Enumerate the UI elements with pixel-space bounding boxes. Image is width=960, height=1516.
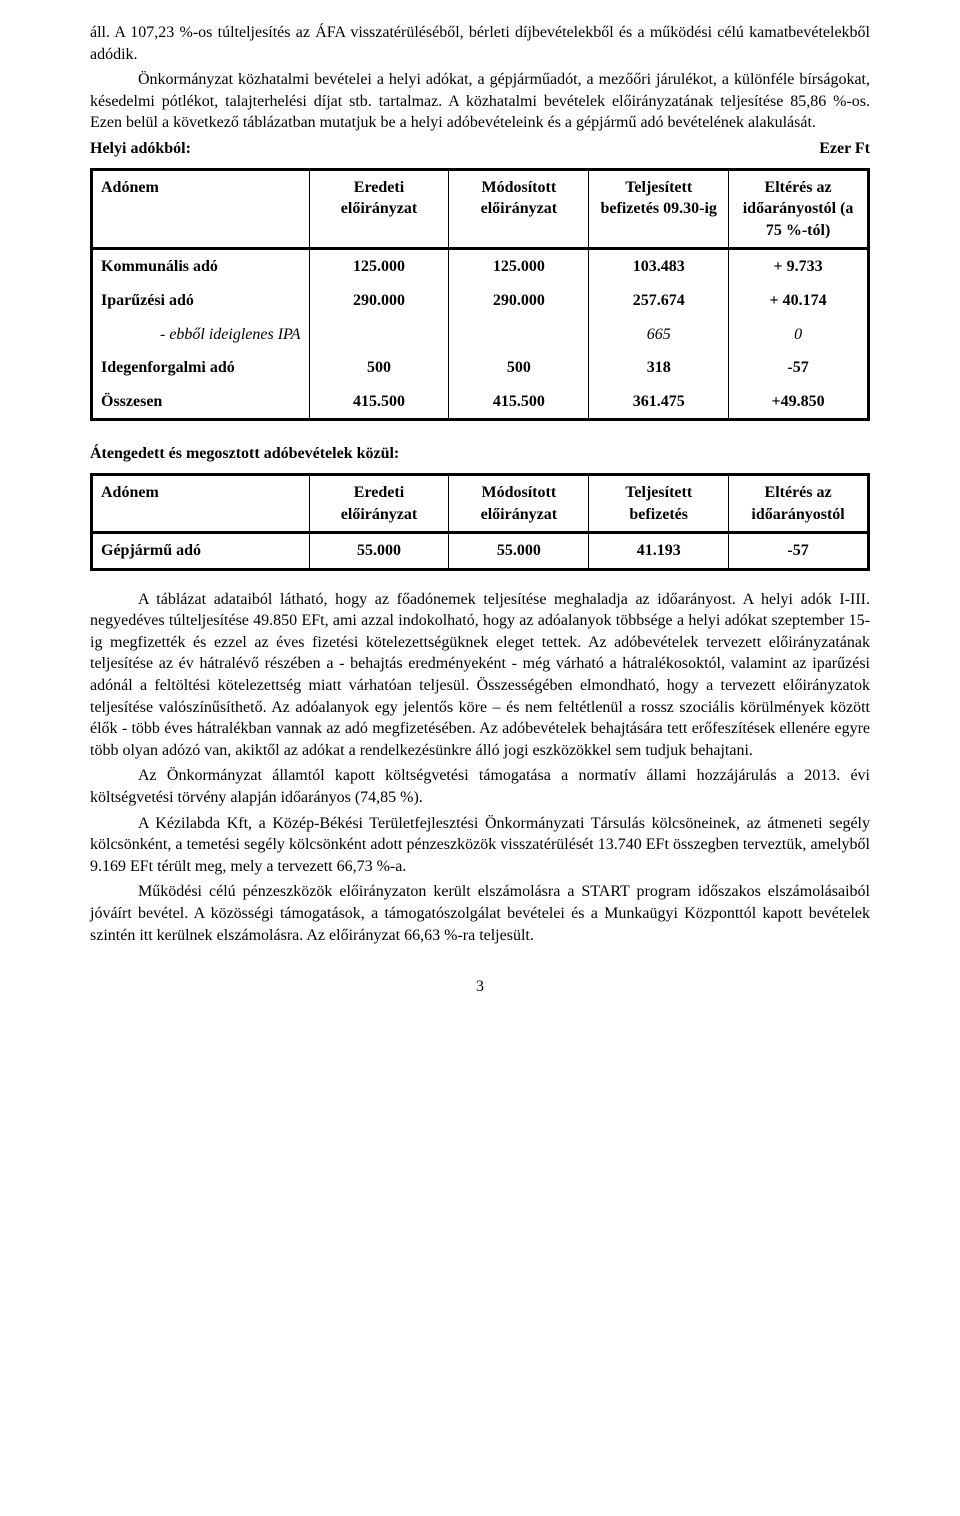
cell: 500: [309, 351, 449, 385]
table-shared-taxes: Adónem Eredeti előirányzat Módosított el…: [90, 473, 870, 571]
paragraph-5: A Kézilabda Kft, a Közép-Békési Területf…: [90, 813, 870, 878]
cell-name: Összesen: [92, 385, 310, 420]
cell: 41.193: [589, 533, 729, 570]
cell: 361.475: [589, 385, 729, 420]
cell: +49.850: [729, 385, 869, 420]
cell: 0: [729, 318, 869, 352]
cell: 415.500: [449, 385, 589, 420]
cell-name: Kommunális adó: [92, 249, 310, 284]
section-2-label: Átengedett és megosztott adóbevételek kö…: [90, 443, 870, 465]
table-row: Iparűzési adó 290.000 290.000 257.674 + …: [92, 284, 869, 318]
paragraph-4: Az Önkormányzat államtól kapott költségv…: [90, 765, 870, 808]
cell: -57: [729, 533, 869, 570]
th-modositott: Módosított előirányzat: [449, 169, 589, 249]
unit-label: Ezer Ft: [819, 138, 870, 160]
th-eredeti: Eredeti előirányzat: [309, 474, 449, 532]
table-row: Összesen 415.500 415.500 361.475 +49.850: [92, 385, 869, 420]
th-elteres: Eltérés az időarányostól: [729, 474, 869, 532]
cell: + 9.733: [729, 249, 869, 284]
cell: 415.500: [309, 385, 449, 420]
paragraph-3: A táblázat adataiból látható, hogy az fő…: [90, 589, 870, 762]
cell: 257.674: [589, 284, 729, 318]
table-row: Kommunális adó 125.000 125.000 103.483 +…: [92, 249, 869, 284]
th-modositott: Módosított előirányzat: [449, 474, 589, 532]
table-header-row: Adónem Eredeti előirányzat Módosított el…: [92, 169, 869, 249]
table-row: - ebből ideiglenes IPA 665 0: [92, 318, 869, 352]
cell: 55.000: [449, 533, 589, 570]
cell: 103.483: [589, 249, 729, 284]
paragraph-6: Működési célú pénzeszközök előirányzaton…: [90, 881, 870, 946]
cell: 125.000: [449, 249, 589, 284]
cell-name: Idegenforgalmi adó: [92, 351, 310, 385]
th-teljesitett: Teljesített befizetés: [589, 474, 729, 532]
table-header-row: Adónem Eredeti előirányzat Módosított el…: [92, 474, 869, 532]
cell: [309, 318, 449, 352]
paragraph-1: áll. A 107,23 %-os túlteljesítés az ÁFA …: [90, 22, 870, 65]
cell: [449, 318, 589, 352]
section-1-label: Helyi adókból:: [90, 140, 191, 157]
page-number: 3: [90, 976, 870, 998]
table-row: Idegenforgalmi adó 500 500 318 -57: [92, 351, 869, 385]
th-eredeti: Eredeti előirányzat: [309, 169, 449, 249]
cell: 125.000: [309, 249, 449, 284]
cell: 55.000: [309, 533, 449, 570]
table-local-taxes: Adónem Eredeti előirányzat Módosított el…: [90, 168, 870, 422]
th-elteres: Eltérés az időarányostól (a 75 %-tól): [729, 169, 869, 249]
cell: + 40.174: [729, 284, 869, 318]
th-adonem: Adónem: [92, 474, 310, 532]
cell-name: Iparűzési adó: [92, 284, 310, 318]
cell: 318: [589, 351, 729, 385]
cell: -57: [729, 351, 869, 385]
paragraph-2: Önkormányzat közhatalmi bevételei a hely…: [90, 69, 870, 134]
cell: 500: [449, 351, 589, 385]
cell: 290.000: [309, 284, 449, 318]
cell: 290.000: [449, 284, 589, 318]
table-row: Gépjármű adó 55.000 55.000 41.193 -57: [92, 533, 869, 570]
cell-name: - ebből ideiglenes IPA: [92, 318, 310, 352]
th-teljesitett: Teljesített befizetés 09.30-ig: [589, 169, 729, 249]
th-adonem: Adónem: [92, 169, 310, 249]
cell-name: Gépjármű adó: [92, 533, 310, 570]
cell: 665: [589, 318, 729, 352]
